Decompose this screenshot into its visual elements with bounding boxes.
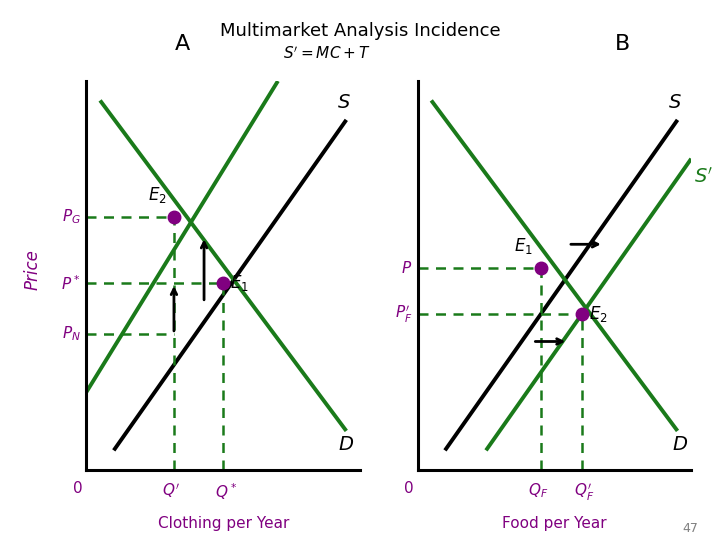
- Text: $D$: $D$: [672, 435, 688, 454]
- Text: Food per Year: Food per Year: [502, 516, 607, 531]
- Text: $P_F'$: $P_F'$: [395, 303, 412, 325]
- Text: 0: 0: [73, 482, 82, 496]
- Text: $Q_F$: $Q_F$: [528, 482, 548, 500]
- Text: $S'$: $S'$: [694, 166, 714, 186]
- Text: 0: 0: [404, 482, 413, 496]
- Text: $E_2$: $E_2$: [588, 304, 608, 325]
- Text: $E_1$: $E_1$: [513, 236, 533, 256]
- Text: $S$: $S$: [668, 93, 682, 112]
- Text: $P$: $P$: [401, 260, 412, 275]
- Text: $Q^*$: $Q^*$: [215, 482, 237, 502]
- Text: A: A: [174, 34, 190, 54]
- Text: $D$: $D$: [338, 435, 354, 454]
- Text: $P^*$: $P^*$: [61, 274, 81, 293]
- Text: Price: Price: [23, 249, 42, 291]
- Text: $S' = MC + T$: $S' = MC + T$: [284, 45, 372, 62]
- Text: B: B: [615, 34, 631, 54]
- Text: $Q'$: $Q'$: [162, 482, 180, 500]
- Text: $P_N$: $P_N$: [62, 325, 81, 343]
- Text: $P_G$: $P_G$: [62, 208, 81, 226]
- Text: $Q_F'$: $Q_F'$: [575, 482, 595, 503]
- Text: Clothing per Year: Clothing per Year: [158, 516, 289, 531]
- Text: 47: 47: [683, 522, 698, 535]
- Text: Multimarket Analysis Incidence: Multimarket Analysis Incidence: [220, 22, 500, 39]
- Text: $S$: $S$: [337, 93, 351, 112]
- Text: $E_1$: $E_1$: [230, 273, 249, 293]
- Text: $E_2$: $E_2$: [148, 185, 167, 205]
